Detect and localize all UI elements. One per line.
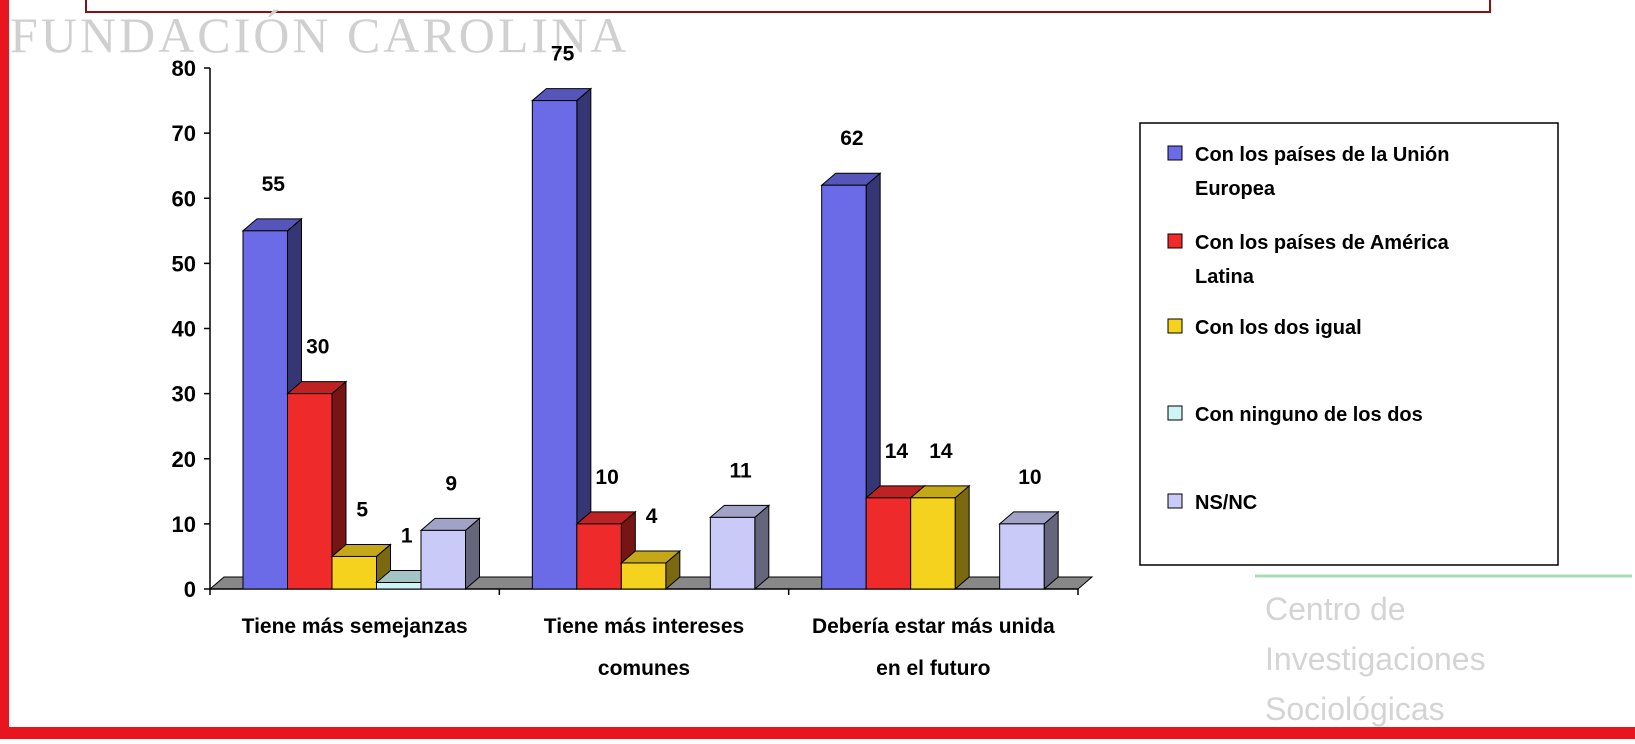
legend-label: Con los países de la Unión: [1195, 144, 1450, 166]
y-tick-label: 50: [172, 251, 196, 276]
y-tick-label: 40: [172, 317, 196, 342]
value-label: 55: [262, 173, 286, 196]
x-tick-label: Tiene más semejanzas: [242, 615, 468, 638]
bar: [287, 393, 333, 590]
legend-swatch: [1167, 318, 1183, 334]
bar: [576, 523, 622, 590]
value-label: 62: [840, 127, 863, 150]
y-tick-label: 60: [172, 186, 196, 211]
bar: [821, 184, 867, 590]
y-tick-label: 30: [172, 382, 196, 407]
legend-swatch: [1167, 233, 1183, 249]
legend-swatch: [1167, 145, 1183, 161]
logo-text: Centro de: [1265, 591, 1406, 627]
legend-label: Europea: [1195, 178, 1276, 200]
legend-label: NS/NC: [1195, 492, 1257, 514]
value-label: 14: [885, 440, 909, 463]
bar: [910, 497, 956, 590]
x-tick-label: en el futuro: [876, 657, 990, 680]
bar: [865, 497, 912, 590]
bar-side: [1043, 510, 1059, 591]
value-label: 11: [729, 459, 752, 482]
legend-label: Con los países de América: [1195, 232, 1450, 254]
y-tick-label: 0: [184, 577, 196, 602]
x-tick-label: Debería estar más unida: [812, 615, 1055, 638]
value-label: 10: [1018, 466, 1041, 489]
legend-label: Con los dos igual: [1195, 317, 1362, 339]
bar: [331, 555, 377, 590]
logo-text: Sociológicas: [1265, 691, 1445, 727]
chart: 0 10 20 30 40 50 60 70 80 Tiene más semejanzas 55 3…: [172, 43, 1450, 680]
bar: [242, 230, 288, 590]
legend-label: Con ninguno de los dos: [1195, 404, 1423, 426]
frame-bottom: [0, 727, 1635, 739]
bar-side: [954, 484, 970, 591]
bar: [376, 581, 422, 590]
y-tick-label: 20: [172, 447, 196, 472]
logo-text: FUNDACIÓN CAROLINA: [10, 7, 629, 63]
y-tick-label: 70: [172, 121, 196, 146]
value-label: 1: [401, 524, 413, 547]
value-label: 9: [445, 472, 457, 495]
value-label: 10: [595, 466, 618, 489]
logo-text: Investigaciones: [1265, 641, 1486, 677]
bar-side: [754, 504, 770, 591]
value-label: 75: [551, 43, 575, 66]
y-tick-label: 80: [172, 56, 196, 81]
bar: [620, 562, 667, 590]
value-label: 5: [356, 498, 368, 521]
x-tick-label: comunes: [598, 657, 690, 680]
value-label: 14: [929, 440, 953, 463]
legend-swatch: [1167, 493, 1183, 509]
bar: [709, 516, 756, 590]
legend-swatch: [1167, 405, 1183, 421]
frame-left: [0, 0, 9, 739]
legend-label: Latina: [1195, 266, 1255, 288]
legend-box: [1139, 122, 1559, 566]
value-label: 30: [306, 336, 329, 359]
value-label: 4: [646, 505, 658, 528]
x-tick-label: Tiene más intereses: [544, 615, 744, 638]
bar: [531, 100, 578, 590]
bar: [420, 529, 466, 590]
title-box: [85, 0, 1491, 13]
y-tick-label: 10: [172, 512, 196, 537]
bar: [999, 523, 1045, 590]
